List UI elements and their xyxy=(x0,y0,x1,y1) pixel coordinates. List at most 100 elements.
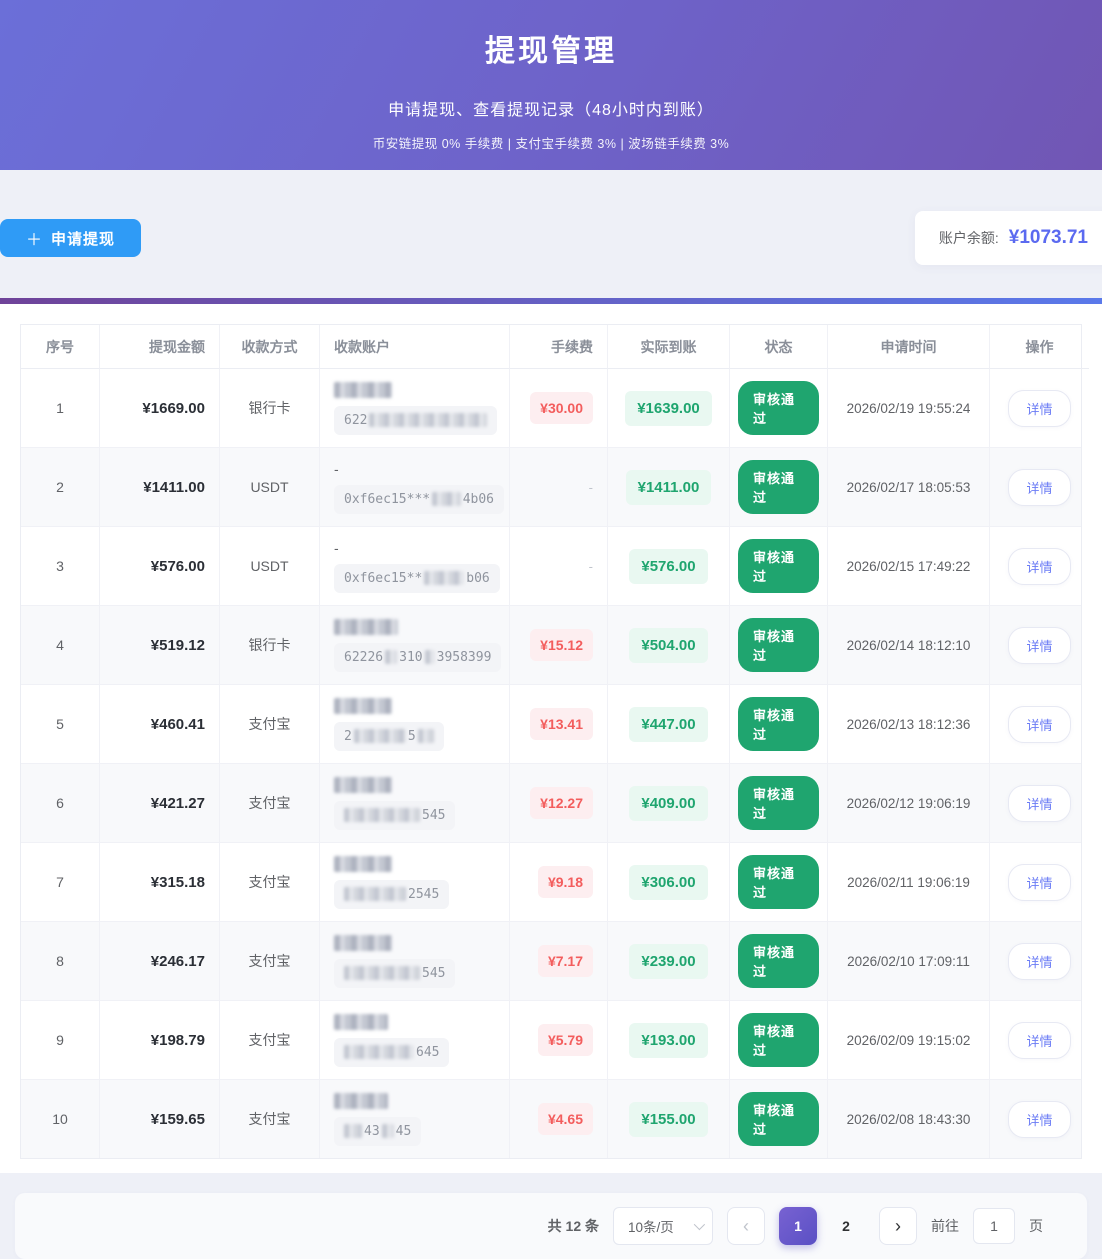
withdraw-amount: ¥315.18 xyxy=(150,873,205,891)
redacted-blur xyxy=(385,650,398,664)
status-cell: 审核通过 xyxy=(730,685,828,763)
status-badge: 审核通过 xyxy=(738,697,819,751)
account-cell: 43 45 xyxy=(320,1080,510,1158)
detail-button[interactable]: 详情 xyxy=(1008,626,1071,664)
status-badge: 审核通过 xyxy=(738,1092,819,1146)
account-text: 5 xyxy=(407,728,416,744)
account-number: 0xf6ec15*** 4b06 xyxy=(334,484,504,514)
account-text: 622 xyxy=(344,412,368,428)
detail-button[interactable]: 详情 xyxy=(1008,1021,1071,1059)
account-info: 545 xyxy=(334,934,501,988)
redacted-blur xyxy=(381,1124,394,1138)
redacted-blur xyxy=(424,571,465,585)
actual-amount-cell: ¥576.00 xyxy=(608,527,730,605)
page-size-select[interactable]: 10条/页 xyxy=(613,1207,713,1245)
account-name xyxy=(334,697,392,714)
withdraw-amount: ¥246.17 xyxy=(150,952,205,970)
amount-cell: ¥421.27 xyxy=(100,764,220,842)
status-badge: 审核通过 xyxy=(738,1013,819,1067)
detail-button[interactable]: 详情 xyxy=(1008,863,1071,901)
action-cell: 详情 xyxy=(990,1001,1089,1079)
actual-amount-badge: ¥193.00 xyxy=(629,1022,708,1058)
detail-button[interactable]: 详情 xyxy=(1008,705,1071,743)
total-count: 共 12 条 xyxy=(547,1218,599,1234)
fee-empty: - xyxy=(588,479,593,495)
amount-cell: ¥246.17 xyxy=(100,922,220,1000)
detail-button[interactable]: 详情 xyxy=(1008,389,1071,427)
apply-time-cell: 2026/02/12 19:06:19 xyxy=(828,764,990,842)
account-number: 645 xyxy=(334,1037,450,1067)
table-row: 1 ¥1669.00 银行卡 622 ¥30.00 ¥1639.00 审核通过 2026/02… xyxy=(21,369,1081,448)
apply-time-cell: 2026/02/17 18:05:53 xyxy=(828,448,990,526)
withdraw-amount: ¥1411.00 xyxy=(143,478,205,496)
detail-button[interactable]: 详情 xyxy=(1008,942,1071,980)
action-cell: 详情 xyxy=(990,369,1089,447)
detail-button[interactable]: 详情 xyxy=(1008,547,1071,585)
redacted-blur xyxy=(353,729,406,743)
withdraw-table-card: 序号 提现金额 收款方式 收款账户 手续费 实际到账 状态 申请时间 操作 1 ¥1669.00 银… xyxy=(0,304,1102,1173)
redacted-blur xyxy=(334,1013,388,1030)
account-number: 0xf6ec15** b06 xyxy=(334,563,500,593)
next-page-button[interactable]: › xyxy=(879,1207,917,1245)
actual-amount-badge: ¥1411.00 xyxy=(625,469,712,505)
row-number-cell: 1 xyxy=(21,369,100,447)
account-name xyxy=(334,1092,388,1109)
status-badge: 审核通过 xyxy=(738,460,819,514)
table-row: 9 ¥198.79 支付宝 645 ¥5.79 ¥193.00 审核通过 2026/02/09… xyxy=(21,1001,1081,1080)
account-text: - xyxy=(334,460,339,477)
row-number-cell: 7 xyxy=(21,843,100,921)
account-cell: -0xf6ec15** b06 xyxy=(320,527,510,605)
page-number-2[interactable]: 2 xyxy=(842,1218,850,1234)
actual-amount-cell: ¥409.00 xyxy=(608,764,730,842)
fee-cell: ¥9.18 xyxy=(510,843,608,921)
redacted-blur xyxy=(344,887,406,901)
amount-cell: ¥1411.00 xyxy=(100,448,220,526)
method-cell: 银行卡 xyxy=(220,369,320,447)
column-header: 实际到账 xyxy=(608,325,730,369)
plus-icon: ＋ xyxy=(26,232,44,249)
row-number-cell: 6 xyxy=(21,764,100,842)
table-row: 7 ¥315.18 支付宝 2545 ¥9.18 ¥306.00 审核通过 2026/02/1… xyxy=(21,843,1081,922)
column-header: 收款方式 xyxy=(220,325,320,369)
redacted-blur xyxy=(334,1092,388,1109)
account-name xyxy=(334,934,392,951)
status-cell: 审核通过 xyxy=(730,1001,828,1079)
actual-amount-cell: ¥504.00 xyxy=(608,606,730,684)
redacted-blur xyxy=(334,855,392,872)
actual-amount-cell: ¥447.00 xyxy=(608,685,730,763)
redacted-blur xyxy=(344,1124,362,1138)
actual-amount-cell: ¥1411.00 xyxy=(608,448,730,526)
apply-time-cell: 2026/02/13 18:12:36 xyxy=(828,685,990,763)
account-cell: 2545 xyxy=(320,843,510,921)
detail-button[interactable]: 详情 xyxy=(1008,784,1071,822)
prev-page-button[interactable]: ‹ xyxy=(727,1207,765,1245)
account-info: 43 45 xyxy=(334,1092,501,1146)
status-badge: 审核通过 xyxy=(738,381,819,435)
gradient-divider xyxy=(0,298,1102,304)
apply-time-cell: 2026/02/10 17:09:11 xyxy=(828,922,990,1000)
actual-amount-badge: ¥447.00 xyxy=(629,706,708,742)
page-number-1[interactable]: 1 xyxy=(779,1207,817,1245)
apply-time-cell: 2026/02/19 19:55:24 xyxy=(828,369,990,447)
fee-cell: ¥4.65 xyxy=(510,1080,608,1158)
detail-button[interactable]: 详情 xyxy=(1008,1100,1071,1138)
detail-button[interactable]: 详情 xyxy=(1008,468,1071,506)
account-info: 545 xyxy=(334,776,501,830)
amount-cell: ¥460.41 xyxy=(100,685,220,763)
account-info: -0xf6ec15** b06 xyxy=(334,540,501,593)
status-cell: 审核通过 xyxy=(730,922,828,1000)
status-cell: 审核通过 xyxy=(730,527,828,605)
row-number-cell: 10 xyxy=(21,1080,100,1158)
fee-note: 币安链提现 0% 手续费 | 支付宝手续费 3% | 波场链手续费 3% xyxy=(372,137,730,151)
account-info: - 0xf6ec15*** 4b06 xyxy=(334,460,504,514)
status-badge: 审核通过 xyxy=(738,539,819,593)
account-cell: 62226 310 3958399 xyxy=(320,606,510,684)
method-cell: 支付宝 xyxy=(220,764,320,842)
goto-page-input[interactable] xyxy=(973,1208,1015,1244)
method-cell: 银行卡 xyxy=(220,606,320,684)
account-text: 43 xyxy=(364,1123,380,1139)
method-cell: 支付宝 xyxy=(220,843,320,921)
method-cell: 支付宝 xyxy=(220,685,320,763)
apply-withdraw-button[interactable]: ＋ 申请提现 xyxy=(0,219,142,257)
